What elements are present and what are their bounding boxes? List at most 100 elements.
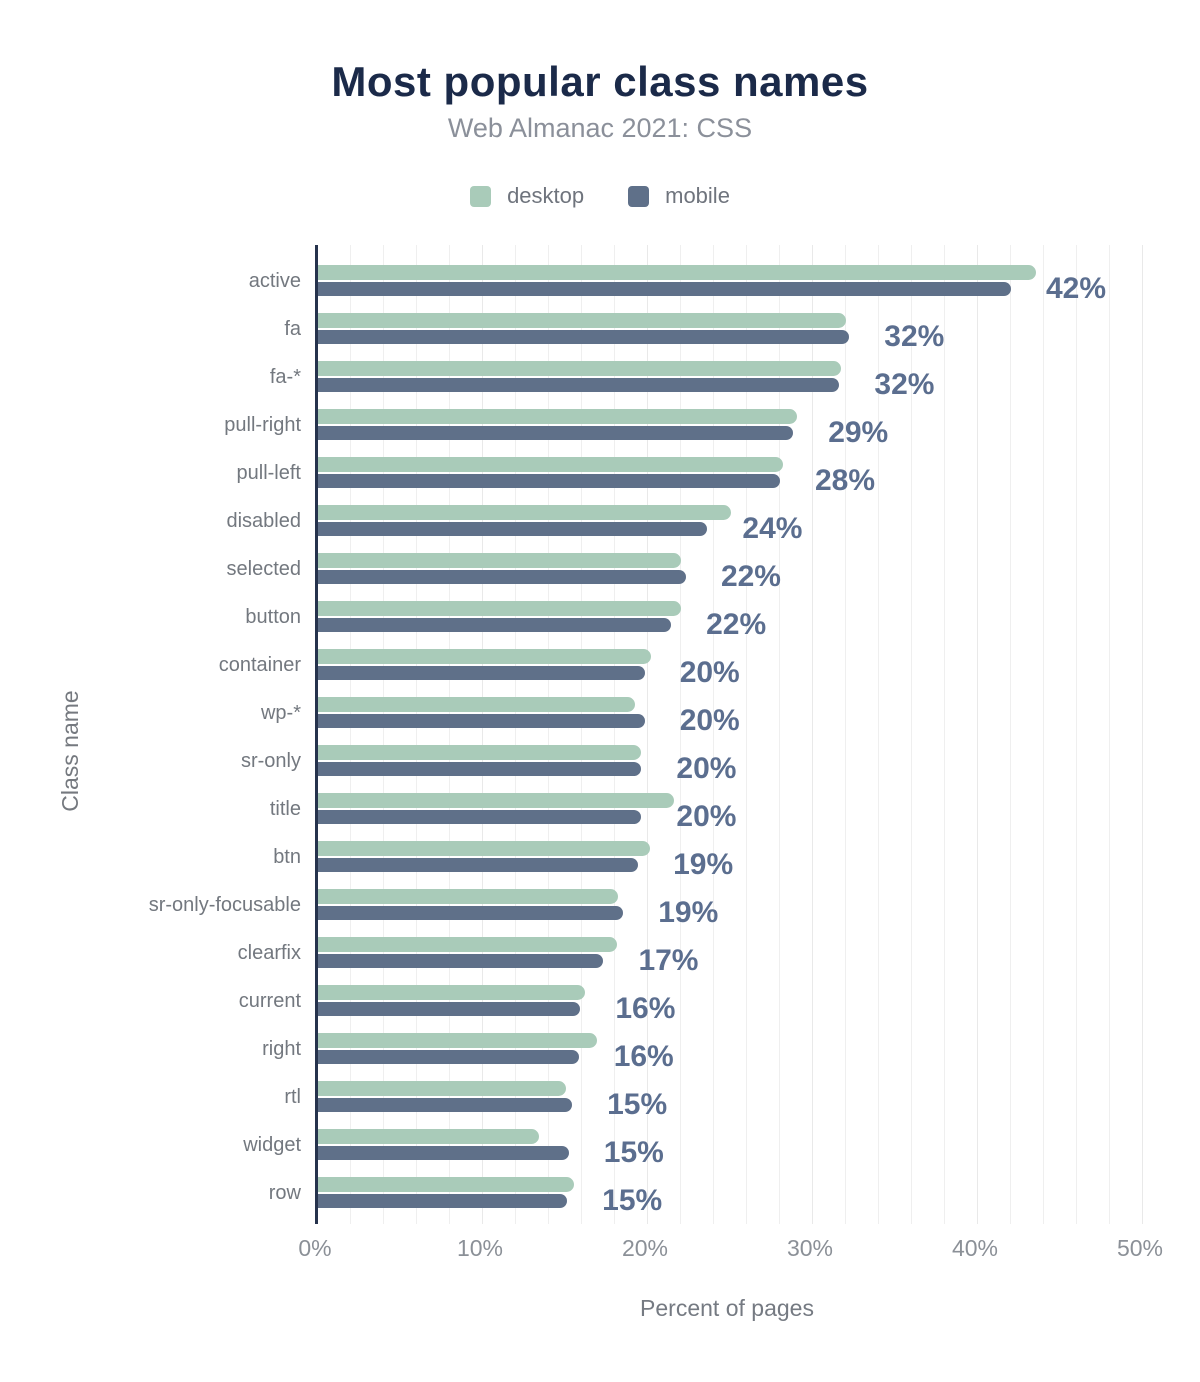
x-tick-label-40pct: 40% <box>951 1235 999 1261</box>
category-label-button: button <box>245 606 301 628</box>
bar-desktop-btn <box>318 841 650 856</box>
bar-mobile-container <box>318 666 645 680</box>
legend-item-mobile: mobile <box>628 183 730 209</box>
bar-desktop-pull-left <box>318 457 784 472</box>
bar-value-label-sr-only: 20% <box>676 752 737 785</box>
bar-desktop-title <box>318 793 675 808</box>
category-label-widget: widget <box>243 1134 301 1156</box>
bar-desktop-current <box>318 985 586 1000</box>
bar-value-label-title: 20% <box>676 800 737 833</box>
x-axis-ticks: 0% 10% 20% 30% 40% 50% <box>0 1235 1200 1261</box>
category-label-disabled: disabled <box>226 510 301 532</box>
bar-mobile-sr-only-focusable <box>318 906 624 920</box>
mobile-swatch-icon <box>628 185 650 207</box>
bar-value-label-clearfix: 17% <box>638 944 699 977</box>
bar-value-label-container: 20% <box>679 656 740 689</box>
x-tick-label-20pct: 20% <box>621 1235 669 1261</box>
bar-mobile-row <box>318 1194 568 1208</box>
bar-mobile-pull-left <box>318 474 780 488</box>
bar-mobile-button <box>318 618 672 632</box>
bar-mobile-disabled <box>318 522 708 536</box>
category-label-current: current <box>238 990 301 1012</box>
category-label-selected: selected <box>226 558 302 580</box>
legend-label-mobile: mobile <box>665 183 730 208</box>
category-label-wp-*: wp-* <box>260 702 301 724</box>
x-tick-label-0pct: 0% <box>298 1235 332 1261</box>
bar-value-label-right: 16% <box>613 1040 674 1073</box>
bar-desktop-disabled <box>318 505 731 520</box>
bar-value-label-disabled: 24% <box>742 512 803 545</box>
bar-value-label-widget: 15% <box>603 1136 664 1169</box>
bar-mobile-clearfix <box>318 954 604 968</box>
category-label-pull-right: pull-right <box>224 414 301 436</box>
bar-value-label-active: 42% <box>1046 272 1107 305</box>
bar-value-label-current: 16% <box>615 992 676 1025</box>
bar-value-label-row: 15% <box>602 1184 663 1217</box>
bar-desktop-sr-only-focusable <box>318 889 619 904</box>
bar-desktop-fa <box>318 313 846 328</box>
bar-desktop-row <box>318 1177 574 1192</box>
bar-value-label-button: 22% <box>706 608 767 641</box>
category-label-row: row <box>268 1182 301 1204</box>
bar-mobile-rtl <box>318 1098 573 1112</box>
desktop-swatch-icon <box>470 185 492 207</box>
bar-desktop-container <box>318 649 652 664</box>
bar-mobile-pull-right <box>318 426 794 440</box>
bar-value-label-rtl: 15% <box>607 1088 668 1121</box>
chart-subtitle: Web Almanac 2021: CSS <box>447 113 753 143</box>
x-tick-label-50pct: 50% <box>1116 1235 1164 1261</box>
bar-desktop-sr-only <box>318 745 642 760</box>
x-tick-label-30pct: 30% <box>786 1235 834 1261</box>
bar-mobile-sr-only <box>318 762 642 776</box>
bar-desktop-rtl <box>318 1081 566 1096</box>
bar-desktop-pull-right <box>318 409 797 424</box>
x-tick-label-10pct: 10% <box>456 1235 504 1261</box>
category-labels: active fa fa-* pull-right pull-left disabled s… <box>0 245 301 1224</box>
legend-item-desktop: desktop <box>470 183 584 209</box>
bar-mobile-widget <box>318 1146 569 1160</box>
category-label-container: container <box>218 654 301 676</box>
bar-value-label-pull-right: 29% <box>828 416 889 449</box>
bar-mobile-current <box>318 1002 581 1016</box>
bar-desktop-fa-* <box>318 361 842 376</box>
category-label-active: active <box>248 270 301 292</box>
bar-value-label-fa-*: 32% <box>874 368 935 401</box>
category-label-sr-only-focusable: sr-only-focusable <box>148 894 301 916</box>
bar-mobile-active <box>318 282 1011 296</box>
bar-mobile-wp-* <box>318 714 645 728</box>
category-label-pull-left: pull-left <box>236 462 301 484</box>
bar-mobile-title <box>318 810 642 824</box>
category-label-fa: fa <box>284 318 301 340</box>
category-label-sr-only: sr-only <box>240 750 301 772</box>
bar-desktop-button <box>318 601 681 616</box>
legend-label-desktop: desktop <box>507 183 585 208</box>
plot-area: 42% 32% 32% 29% 28% 24% 22% 22% 20% 20% 20% 20% 19% 1… <box>315 245 1173 1224</box>
bar-mobile-right <box>318 1050 579 1064</box>
bar-value-label-fa: 32% <box>884 320 945 353</box>
bar-mobile-fa <box>318 330 850 344</box>
bar-value-label-pull-left: 28% <box>815 464 876 497</box>
category-label-title: title <box>269 798 301 820</box>
x-axis-title: Percent of pages <box>640 1295 814 1321</box>
bar-desktop-clearfix <box>318 937 617 952</box>
category-label-fa-*: fa-* <box>269 366 301 388</box>
bar-mobile-selected <box>318 570 686 584</box>
bar-desktop-selected <box>318 553 681 568</box>
bar-desktop-active <box>318 265 1036 280</box>
category-label-rtl: rtl <box>284 1086 301 1108</box>
bar-value-label-selected: 22% <box>720 560 781 593</box>
category-label-clearfix: clearfix <box>237 942 301 964</box>
bar-value-label-btn: 19% <box>673 848 734 881</box>
bar-desktop-wp-* <box>318 697 635 712</box>
bar-desktop-right <box>318 1033 597 1048</box>
bar-value-label-wp-*: 20% <box>679 704 740 737</box>
category-label-right: right <box>262 1038 301 1060</box>
bar-value-label-sr-only-focusable: 19% <box>658 896 719 929</box>
bar-desktop-widget <box>318 1129 540 1144</box>
legend: desktop mobile <box>0 183 1200 209</box>
bar-mobile-fa-* <box>318 378 840 392</box>
chart-title: Most popular class names <box>331 58 869 105</box>
bar-mobile-btn <box>318 858 639 872</box>
category-label-btn: btn <box>273 846 301 868</box>
